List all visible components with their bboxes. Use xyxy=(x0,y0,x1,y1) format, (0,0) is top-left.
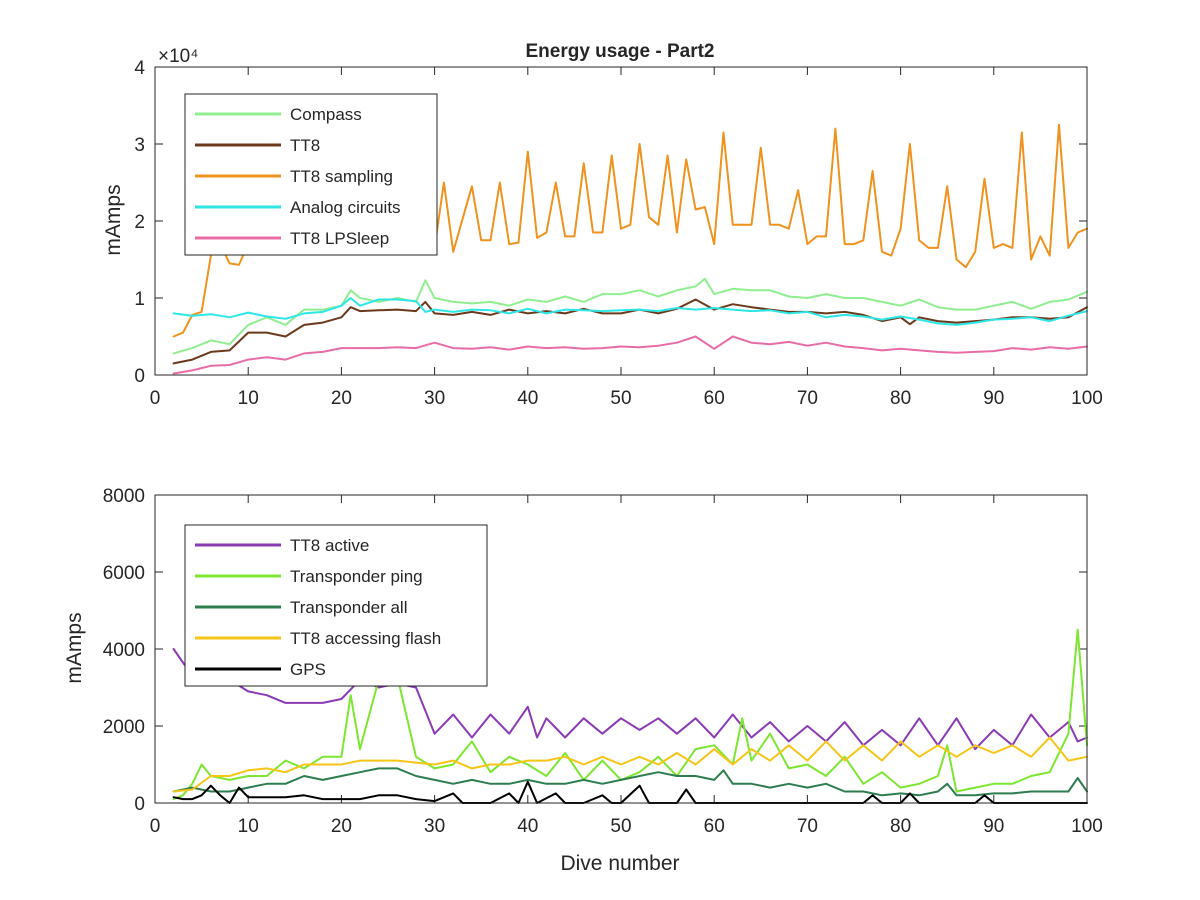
top-plot: Energy usage - Part2 ×10⁴ mAmps 0 10 20 30 4… xyxy=(102,41,1103,409)
top-plot-x-tick-label: 30 xyxy=(424,388,445,409)
legend-label-tt8-active: TT8 active xyxy=(290,536,369,555)
bottom-plot-y-tick-label: 0 xyxy=(134,794,145,815)
bottom-plot-legend: TT8 active Transponder ping Transponder al… xyxy=(184,524,488,687)
bottom-plot-y-label: mAmps xyxy=(63,612,86,683)
bottom-plot-ticks: 0 10 20 30 40 50 60 70 80 90 100 0 2000 4000 6000 8000 xyxy=(103,486,1103,837)
bottom-plot-x-tick-label: 40 xyxy=(517,816,538,837)
top-plot-x-tick-label: 40 xyxy=(517,388,538,409)
top-plot-y-tick-label: 1 xyxy=(134,289,145,310)
bottom-plot-y-tick-label: 4000 xyxy=(103,640,145,661)
top-plot-x-tick-label: 80 xyxy=(890,388,911,409)
bottom-plot-y-tick-label: 6000 xyxy=(103,563,145,584)
legend-label-tt8-lpsleep: TT8 LPSleep xyxy=(290,229,389,248)
series-line-transponder-all xyxy=(172,767,1088,797)
top-plot-x-tick-label: 10 xyxy=(238,388,259,409)
bottom-plot-x-tick-label: 0 xyxy=(150,816,161,837)
series-line-analog-circuits xyxy=(172,297,1088,326)
top-plot-y-tick-label: 4 xyxy=(134,58,145,79)
bottom-plot-x-tick-label: 30 xyxy=(424,816,445,837)
bottom-plot-x-tick-label: 90 xyxy=(983,816,1004,837)
bottom-plot-x-tick-label: 20 xyxy=(331,816,352,837)
top-plot-ticks: 0 10 20 30 40 50 60 70 80 90 100 0 1 2 3 4 xyxy=(134,58,1102,409)
legend-label-compass: Compass xyxy=(290,105,362,124)
legend-label-tt8: TT8 xyxy=(290,136,320,155)
top-plot-legend: Compass TT8 TT8 sampling Analog circuits TT8… xyxy=(184,93,438,256)
series-line-tt8 xyxy=(172,298,1088,365)
series-line-tt8-accessing-flash xyxy=(172,736,1088,793)
top-plot-x-tick-label: 100 xyxy=(1071,388,1103,409)
bottom-plot-axes-box xyxy=(154,494,1088,804)
top-plot-x-tick-label: 20 xyxy=(331,388,352,409)
bottom-plot-x-tick-label: 60 xyxy=(704,816,725,837)
series-line-tt8-active xyxy=(172,648,1088,751)
bottom-plot: mAmps Dive number 0 10 20 30 40 50 60 70 80 90 100… xyxy=(63,486,1103,875)
legend-label-tt8-accessing-flash: TT8 accessing flash xyxy=(290,629,441,648)
top-plot-y-label: mAmps xyxy=(102,184,125,255)
legend-label-transponder-all: Transponder all xyxy=(290,598,408,617)
bottom-plot-y-tick-label: 2000 xyxy=(103,717,145,738)
legend-label-transponder-ping: Transponder ping xyxy=(290,567,423,586)
bottom-plot-x-label: Dive number xyxy=(560,852,679,875)
series-line-tt8-lpsleep xyxy=(172,335,1088,375)
bottom-plot-x-tick-label: 80 xyxy=(890,816,911,837)
top-plot-title: Energy usage - Part2 xyxy=(525,41,714,62)
top-plot-y-tick-label: 3 xyxy=(134,135,145,156)
top-plot-x-tick-label: 70 xyxy=(797,388,818,409)
top-plot-x-tick-label: 0 xyxy=(150,388,161,409)
bottom-plot-x-tick-label: 100 xyxy=(1071,816,1103,837)
top-plot-x-tick-label: 50 xyxy=(610,388,631,409)
top-plot-x-tick-label: 60 xyxy=(704,388,725,409)
legend-label-gps: GPS xyxy=(290,660,326,679)
top-plot-y-tick-label: 0 xyxy=(134,366,145,387)
top-plot-series xyxy=(172,123,1088,375)
bottom-plot-x-tick-label: 70 xyxy=(797,816,818,837)
top-plot-y-exponent: ×10⁴ xyxy=(158,46,198,67)
bottom-plot-y-tick-label: 8000 xyxy=(103,486,145,507)
top-plot-x-tick-label: 90 xyxy=(983,388,1004,409)
bottom-plot-x-tick-label: 50 xyxy=(610,816,631,837)
legend-label-analog-circuits: Analog circuits xyxy=(290,198,401,217)
top-plot-axes-box xyxy=(154,66,1088,376)
legend-label-tt8-sampling: TT8 sampling xyxy=(290,167,393,186)
bottom-plot-x-tick-label: 10 xyxy=(238,816,259,837)
top-plot-y-tick-label: 2 xyxy=(134,212,145,233)
